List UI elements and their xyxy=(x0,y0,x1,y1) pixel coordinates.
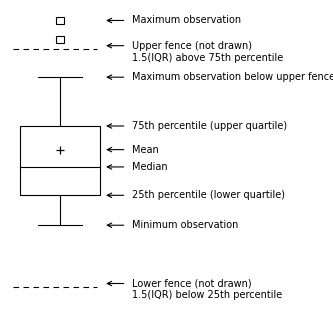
Text: Upper fence (not drawn): Upper fence (not drawn) xyxy=(132,41,251,51)
Text: Mean: Mean xyxy=(132,145,158,155)
Text: 1.5(IQR) below 25th percentile: 1.5(IQR) below 25th percentile xyxy=(132,290,282,301)
Text: Maximum observation below upper fence: Maximum observation below upper fence xyxy=(132,72,333,82)
Bar xyxy=(56,17,64,24)
Text: Minimum observation: Minimum observation xyxy=(132,220,238,230)
Text: 75th percentile (upper quartile): 75th percentile (upper quartile) xyxy=(132,121,287,131)
Bar xyxy=(20,126,100,195)
Text: 25th percentile (lower quartile): 25th percentile (lower quartile) xyxy=(132,190,284,200)
Text: Lower fence (not drawn): Lower fence (not drawn) xyxy=(132,278,251,289)
Bar xyxy=(56,36,64,43)
Text: Median: Median xyxy=(132,162,167,172)
Text: 1.5(IQR) above 75th percentile: 1.5(IQR) above 75th percentile xyxy=(132,53,283,63)
Text: Maximum observation: Maximum observation xyxy=(132,15,241,26)
